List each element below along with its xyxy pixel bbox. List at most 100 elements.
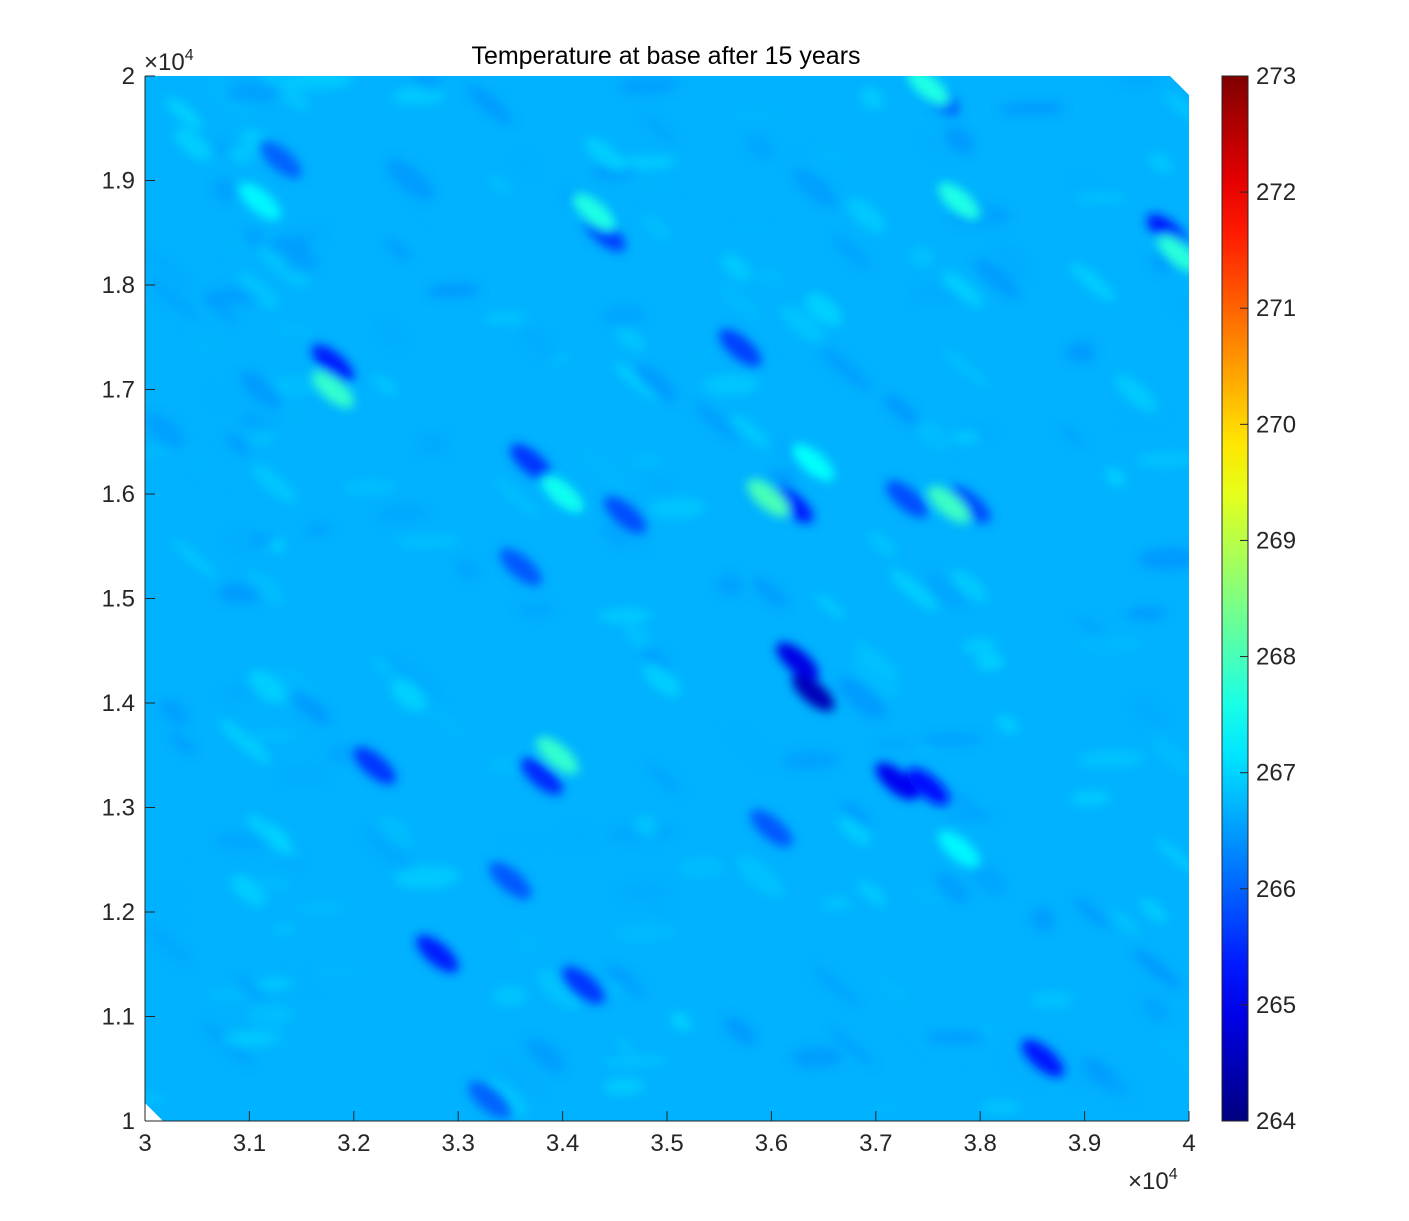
heatmap-texture-cell: [1077, 750, 1146, 768]
heatmap-texture-cell: [246, 814, 296, 857]
colorbar-tick-label: 267: [1256, 760, 1296, 787]
heatmap-texture-cell: [810, 964, 858, 1005]
y-tick-label: 1.6: [102, 481, 135, 508]
heatmap-texture-cell: [218, 719, 272, 764]
heatmap-texture-cell: [648, 497, 707, 519]
heatmap-texture-cell: [145, 858, 183, 874]
heatmap-texture-cell: [373, 374, 398, 397]
heatmap-cell: [416, 935, 459, 973]
heatmap-texture-cell: [850, 655, 900, 699]
heatmap-texture-cell: [269, 235, 312, 259]
heatmap-texture-cell: [429, 707, 466, 739]
heatmap-texture-cell: [1065, 342, 1097, 363]
heatmap-texture-cell: [603, 1056, 668, 1067]
heatmap-texture-cell: [613, 362, 659, 401]
heatmap-texture-cell: [793, 168, 838, 208]
heatmap-texture-cell: [873, 973, 912, 1006]
heatmap-texture-cell: [838, 676, 886, 719]
colorbar-tick-label: 270: [1256, 411, 1296, 438]
heatmap-texture-cell: [316, 963, 364, 977]
heatmap-texture-cell: [646, 763, 682, 794]
heatmap-texture-cell: [1073, 897, 1109, 928]
heatmap-cell: [604, 496, 647, 534]
heatmap-texture-cell: [921, 133, 950, 159]
heatmap-texture-cell: [297, 900, 348, 916]
heatmap-texture-cell: [226, 433, 251, 456]
heatmap-texture-cell: [1111, 910, 1140, 936]
heatmap-texture-cell: [145, 1091, 167, 1106]
heatmap-texture-cell: [815, 593, 846, 620]
x-tick-label: 3.7: [859, 1130, 892, 1157]
heatmap-texture-cell: [1074, 193, 1128, 204]
heatmap-texture-cell: [1126, 607, 1168, 620]
y-tick-label: 1.1: [102, 1004, 135, 1031]
heatmap-texture-cell: [752, 577, 788, 609]
heatmap-texture-cell: [829, 1028, 874, 1067]
heatmap-texture-cell: [252, 874, 292, 895]
heatmap-texture-cell: [833, 236, 871, 269]
heatmap-texture-cell: [629, 451, 662, 473]
heatmap-texture-cell: [857, 880, 887, 907]
heatmap-texture-cell: [874, 1100, 900, 1113]
heatmap-cell: [1157, 234, 1189, 273]
heatmap-texture-cell: [907, 1021, 957, 1064]
heatmap-texture-cell: [962, 638, 998, 655]
heatmap-texture-cell: [967, 860, 1007, 896]
heatmap-texture-cell: [256, 977, 293, 990]
heatmap-texture-cell: [578, 448, 629, 492]
y-tick-label: 1.4: [102, 690, 135, 717]
heatmap-texture-cell: [165, 96, 203, 130]
heatmap-cell: [572, 193, 616, 231]
heatmap-texture-cell: [236, 729, 301, 743]
colorbar: 264 265 266 267 268 269 270 271 272 273: [1221, 63, 1296, 1135]
heatmap-texture-cell: [180, 335, 228, 354]
heatmap-texture-cell: [263, 375, 319, 397]
heatmap-texture-cell: [259, 76, 310, 111]
heatmap-texture-cell: [362, 827, 414, 871]
heatmap-texture-cell: [974, 258, 1021, 299]
heatmap-texture-cell: [328, 743, 358, 764]
heatmap-texture-cell: [720, 253, 752, 282]
heatmap-texture-cell: [602, 1078, 645, 1096]
heatmap-cell: [906, 76, 950, 106]
colorbar-tick-label: 268: [1256, 644, 1296, 671]
heatmap-cell: [927, 485, 971, 524]
heatmap-features: [238, 76, 1189, 1119]
heatmap-texture-cell: [169, 732, 197, 756]
x-tick-label: 3.6: [755, 1130, 788, 1157]
heatmap-texture-cell: [889, 569, 939, 612]
heatmap-texture-cell: [1139, 898, 1168, 923]
heatmap-texture-cell: [736, 855, 785, 899]
heatmap-texture-cell: [941, 270, 984, 307]
heatmap-texture-cell: [1078, 633, 1144, 655]
heatmap-texture-cell: [294, 226, 329, 239]
heatmap-cell: [353, 746, 396, 785]
heatmap-cell: [948, 485, 991, 524]
heatmap-texture-cell: [1070, 173, 1099, 198]
heatmap-texture-cell: [758, 265, 784, 290]
y-tick-label: 2: [122, 63, 135, 90]
heatmap-texture-cell: [1044, 1044, 1097, 1090]
x-axis-ticks: 3 3.1 3.2 3.3 3.4 3.5 3.6 3.7 3.8 3.9 4: [138, 1111, 1196, 1157]
x-tick-label: 3.5: [650, 1130, 683, 1157]
heatmap-cell: [885, 480, 929, 518]
heatmap-texture-cell: [395, 534, 462, 549]
heatmap-texture-cell: [731, 414, 770, 448]
heatmap-texture-cell: [411, 76, 441, 91]
colorbar-tick-label: 271: [1256, 295, 1296, 322]
heatmap-texture-cell: [670, 1011, 692, 1032]
heatmap-texture-cell: [276, 318, 313, 342]
heatmap-texture-cell: [634, 815, 658, 839]
colorbar-tick-label: 273: [1256, 63, 1296, 90]
heatmap-texture-cell: [145, 244, 191, 290]
heatmap-cell: [1021, 1039, 1064, 1078]
y-axis-ticks: 1 1.1 1.2 1.3 1.4 1.5 1.6 1.7 1.8 1.9 2: [102, 63, 155, 1135]
heatmap-texture-cell: [926, 1029, 986, 1045]
heatmap-texture-cell: [733, 224, 770, 238]
heatmap-texture-cell: [145, 413, 185, 449]
heatmap-texture-cell: [602, 305, 646, 328]
heatmap-texture-cell: [620, 884, 671, 900]
heatmap-texture-cell: [174, 127, 212, 161]
heatmap-texture-cell: [482, 311, 528, 325]
heatmap-texture-cell: [201, 292, 238, 324]
